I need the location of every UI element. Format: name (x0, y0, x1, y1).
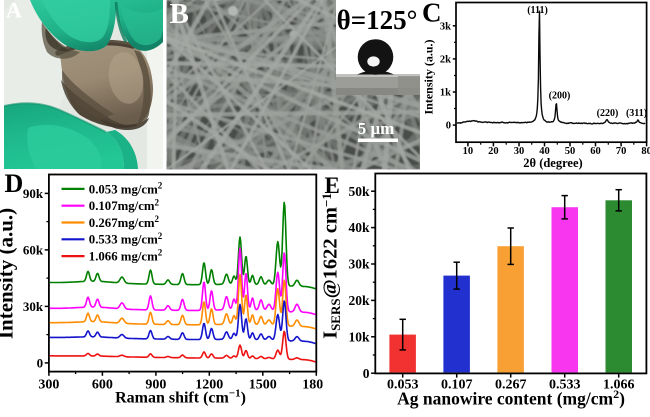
svg-text:20k: 20k (348, 293, 370, 308)
svg-text:60k: 60k (23, 242, 44, 257)
svg-text:ISERS@1622 cm−1: ISERS@1622 cm−1 (319, 193, 343, 339)
svg-text:1.066 mg/cm2: 1.066 mg/cm2 (89, 248, 163, 264)
svg-text:3k: 3k (440, 21, 451, 32)
svg-text:0.533 mg/cm2: 0.533 mg/cm2 (89, 231, 163, 247)
svg-text:0.053: 0.053 (387, 377, 419, 392)
svg-text:20: 20 (488, 146, 499, 157)
svg-text:D: D (5, 169, 24, 198)
svg-text:(220): (220) (597, 108, 619, 119)
svg-text:10: 10 (463, 146, 474, 157)
svg-text:30: 30 (514, 146, 525, 157)
svg-text:1.066: 1.066 (603, 377, 635, 392)
svg-text:1k: 1k (440, 88, 451, 99)
svg-text:2k: 2k (440, 55, 451, 66)
svg-text:90k: 90k (23, 186, 44, 201)
svg-text:900: 900 (145, 377, 166, 392)
svg-text:40k: 40k (348, 220, 370, 235)
svg-text:30k: 30k (23, 299, 44, 314)
svg-text:E: E (325, 173, 340, 198)
svg-text:1500: 1500 (249, 377, 277, 392)
svg-text:A: A (6, 0, 22, 23)
svg-text:B: B (170, 0, 189, 30)
svg-text:40: 40 (539, 146, 550, 157)
svg-text:0.533: 0.533 (549, 377, 581, 392)
svg-text:10k: 10k (348, 329, 370, 344)
svg-text:0: 0 (446, 121, 451, 132)
svg-text:0.267mg/cm2: 0.267mg/cm2 (89, 214, 160, 230)
svg-text:Intensity (a.u.): Intensity (a.u.) (422, 39, 436, 114)
svg-text:50: 50 (565, 146, 576, 157)
svg-text:300: 300 (38, 377, 59, 392)
svg-text:50k: 50k (348, 184, 370, 199)
svg-text:30k: 30k (348, 257, 370, 272)
svg-text:0: 0 (363, 366, 370, 381)
svg-text:(200): (200) (549, 91, 571, 102)
svg-text:0.107mg/cm2: 0.107mg/cm2 (89, 197, 160, 213)
svg-text:0.107: 0.107 (441, 377, 473, 392)
svg-text:5 μm: 5 μm (358, 119, 395, 138)
svg-text:600: 600 (92, 377, 113, 392)
svg-text:(311): (311) (626, 108, 647, 119)
svg-text:(111): (111) (527, 5, 548, 16)
svg-text:2θ (degree): 2θ (degree) (523, 156, 582, 170)
svg-text:C: C (422, 0, 442, 28)
svg-text:60: 60 (590, 146, 601, 157)
svg-text:Raman shift (cm−1): Raman shift (cm−1) (115, 388, 246, 407)
svg-text:0.053 mg/cm2: 0.053 mg/cm2 (89, 181, 163, 197)
svg-text:80: 80 (641, 146, 650, 157)
svg-text:Intensity (a.u.): Intensity (a.u.) (0, 208, 18, 339)
svg-text:70: 70 (616, 146, 627, 157)
svg-text:θ=125°: θ=125° (337, 5, 418, 35)
svg-text:0.267: 0.267 (495, 377, 527, 392)
svg-text:Ag nanowire content (mg/cm2): Ag nanowire content (mg/cm2) (397, 387, 625, 409)
svg-text:0: 0 (37, 355, 44, 370)
svg-text:1200: 1200 (195, 377, 223, 392)
